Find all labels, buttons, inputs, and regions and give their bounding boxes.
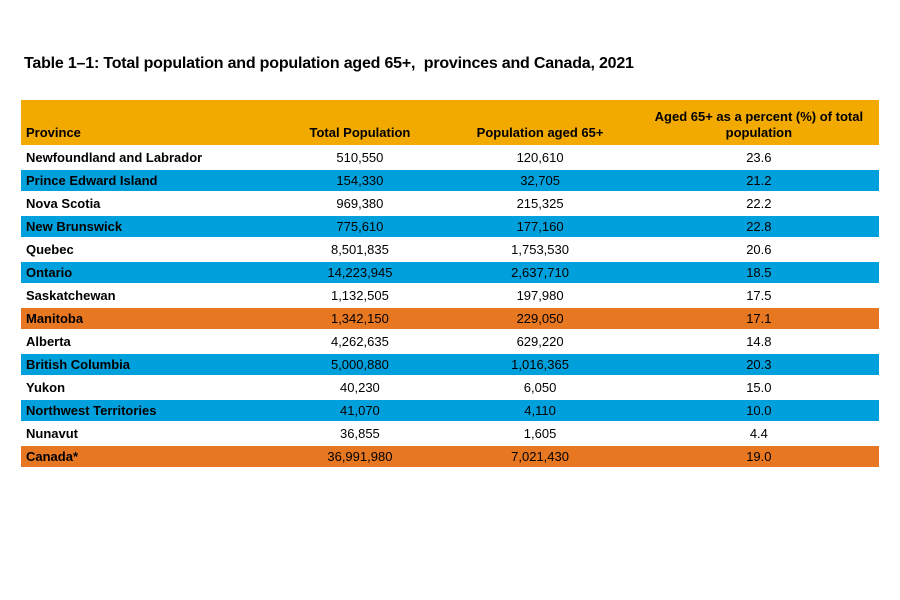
table-row: Nunavut 36,855 1,605 4.4 [21, 422, 879, 446]
cell-total-population: 40,230 [278, 376, 442, 400]
cell-percent-65plus: 17.1 [638, 307, 879, 331]
cell-total-population: 154,330 [278, 169, 442, 193]
cell-population-65plus: 2,637,710 [441, 261, 639, 285]
cell-percent-65plus: 15.0 [638, 376, 879, 400]
table-row: British Columbia 5,000,880 1,016,365 20.… [21, 353, 879, 377]
cell-population-65plus: 1,605 [441, 422, 639, 446]
cell-population-65plus: 177,160 [441, 215, 639, 239]
table-row: Yukon 40,230 6,050 15.0 [21, 376, 879, 400]
cell-province: Canada* [21, 445, 279, 469]
cell-province: Yukon [21, 376, 279, 400]
cell-percent-65plus: 22.2 [638, 192, 879, 216]
cell-percent-65plus: 20.6 [638, 238, 879, 262]
column-header-total-population: Total Population [278, 100, 442, 147]
cell-population-65plus: 1,753,530 [441, 238, 639, 262]
table-row: Saskatchewan 1,132,505 197,980 17.5 [21, 284, 879, 308]
table-header-row: Province Total Population Population age… [21, 100, 879, 147]
cell-percent-65plus: 20.3 [638, 353, 879, 377]
cell-percent-65plus: 14.8 [638, 330, 879, 354]
population-table: Province Total Population Population age… [21, 100, 879, 469]
cell-population-65plus: 7,021,430 [441, 445, 639, 469]
cell-total-population: 510,550 [278, 146, 442, 170]
cell-total-population: 4,262,635 [278, 330, 442, 354]
cell-population-65plus: 120,610 [441, 146, 639, 170]
cell-total-population: 36,991,980 [278, 445, 442, 469]
table-row: Manitoba 1,342,150 229,050 17.1 [21, 307, 879, 331]
cell-percent-65plus: 10.0 [638, 399, 879, 423]
cell-total-population: 14,223,945 [278, 261, 442, 285]
cell-percent-65plus: 18.5 [638, 261, 879, 285]
cell-total-population: 36,855 [278, 422, 442, 446]
column-header-population-65plus: Population aged 65+ [441, 100, 639, 147]
cell-total-population: 8,501,835 [278, 238, 442, 262]
cell-percent-65plus: 19.0 [638, 445, 879, 469]
cell-percent-65plus: 22.8 [638, 215, 879, 239]
cell-province: Manitoba [21, 307, 279, 331]
cell-total-population: 1,342,150 [278, 307, 442, 331]
table-row: Ontario 14,223,945 2,637,710 18.5 [21, 261, 879, 285]
cell-total-population: 1,132,505 [278, 284, 442, 308]
cell-total-population: 775,610 [278, 215, 442, 239]
cell-population-65plus: 229,050 [441, 307, 639, 331]
cell-percent-65plus: 17.5 [638, 284, 879, 308]
cell-population-65plus: 6,050 [441, 376, 639, 400]
table-row: Prince Edward Island 154,330 32,705 21.2 [21, 169, 879, 193]
cell-population-65plus: 215,325 [441, 192, 639, 216]
table-title: Table 1–1: Total population and populati… [24, 55, 634, 72]
cell-population-65plus: 4,110 [441, 399, 639, 423]
table-row: New Brunswick 775,610 177,160 22.8 [21, 215, 879, 239]
cell-total-population: 41,070 [278, 399, 442, 423]
cell-province: Saskatchewan [21, 284, 279, 308]
cell-province: New Brunswick [21, 215, 279, 239]
cell-province: Quebec [21, 238, 279, 262]
table-row: Northwest Territories 41,070 4,110 10.0 [21, 399, 879, 423]
cell-province: British Columbia [21, 353, 279, 377]
cell-population-65plus: 1,016,365 [441, 353, 639, 377]
cell-population-65plus: 32,705 [441, 169, 639, 193]
cell-province: Ontario [21, 261, 279, 285]
cell-population-65plus: 197,980 [441, 284, 639, 308]
cell-province: Alberta [21, 330, 279, 354]
cell-province: Nova Scotia [21, 192, 279, 216]
table-row: Quebec 8,501,835 1,753,530 20.6 [21, 238, 879, 262]
cell-province: Northwest Territories [21, 399, 279, 423]
table-row: Newfoundland and Labrador 510,550 120,61… [21, 146, 879, 170]
table-row: Canada* 36,991,980 7,021,430 19.0 [21, 445, 879, 469]
column-header-province: Province [21, 100, 279, 147]
cell-total-population: 5,000,880 [278, 353, 442, 377]
cell-population-65plus: 629,220 [441, 330, 639, 354]
cell-province: Nunavut [21, 422, 279, 446]
cell-province: Newfoundland and Labrador [21, 146, 279, 170]
table-row: Nova Scotia 969,380 215,325 22.2 [21, 192, 879, 216]
cell-percent-65plus: 23.6 [638, 146, 879, 170]
cell-percent-65plus: 4.4 [638, 422, 879, 446]
table-row: Alberta 4,262,635 629,220 14.8 [21, 330, 879, 354]
cell-province: Prince Edward Island [21, 169, 279, 193]
cell-total-population: 969,380 [278, 192, 442, 216]
column-header-percent-65plus: Aged 65+ as a percent (%) of total popul… [638, 100, 879, 147]
cell-percent-65plus: 21.2 [638, 169, 879, 193]
